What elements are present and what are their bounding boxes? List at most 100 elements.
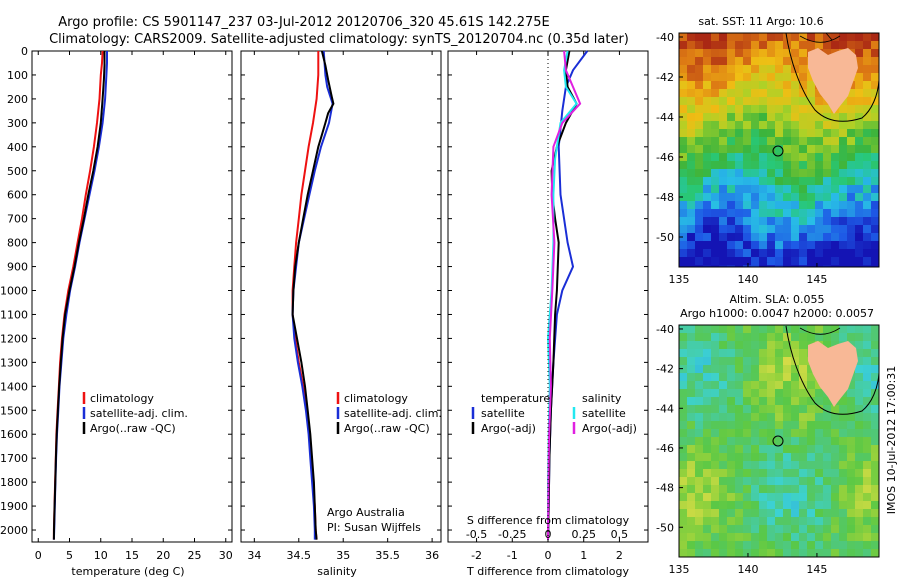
field-cell (695, 525, 704, 534)
field-cell (871, 541, 879, 550)
field-cell (839, 469, 848, 478)
field-cell (695, 397, 704, 406)
field-cell (863, 333, 872, 342)
field-cell (759, 445, 768, 454)
field-cell (751, 65, 760, 74)
field-cell (839, 217, 848, 226)
field-cell (815, 461, 824, 470)
field-cell (719, 121, 728, 130)
field-cell (751, 241, 760, 250)
field-cell (807, 137, 816, 146)
field-cell (815, 113, 824, 122)
field-cell (687, 65, 696, 74)
field-cell (719, 73, 728, 82)
lat-tick-label: -48 (656, 191, 674, 204)
field-cell (687, 105, 696, 114)
field-cell (695, 41, 704, 50)
field-cell (711, 241, 720, 250)
field-cell (687, 341, 696, 350)
field-cell (743, 121, 752, 130)
field-cell (743, 225, 752, 234)
field-cell (743, 549, 752, 557)
field-cell (735, 121, 744, 130)
field-cell (719, 33, 728, 42)
field-cell (839, 493, 848, 502)
field-cell (815, 325, 824, 334)
field-cell (735, 169, 744, 178)
field-cell (679, 113, 688, 122)
field-cell (767, 97, 776, 106)
field-cell (871, 485, 879, 494)
field-cell (823, 225, 832, 234)
field-cell (695, 405, 704, 414)
field-cell (695, 357, 704, 366)
field-cell (735, 325, 744, 334)
field-cell (695, 161, 704, 170)
field-cell (807, 405, 816, 414)
field-cell (815, 169, 824, 178)
field-cell (695, 33, 704, 42)
field-cell (783, 49, 792, 58)
field-cell (839, 501, 848, 510)
sst-field (679, 33, 879, 267)
x-tick-label: 34 (247, 549, 261, 562)
field-cell (855, 49, 864, 58)
depth-tick-label: 1200 (0, 332, 28, 345)
field-cell (727, 113, 736, 122)
field-cell (743, 461, 752, 470)
field-cell (863, 517, 872, 526)
field-cell (863, 493, 872, 502)
lat-tick-label: -46 (656, 151, 674, 164)
field-cell (687, 405, 696, 414)
field-cell (703, 185, 712, 194)
field-cell (799, 349, 808, 358)
field-cell (855, 397, 864, 406)
field-cell (711, 485, 720, 494)
field-cell (783, 193, 792, 202)
field-cell (783, 161, 792, 170)
field-cell (791, 333, 800, 342)
imos-timestamp: IMOS 10-Jul-2012 17:00:31 (885, 366, 898, 515)
field-cell (839, 509, 848, 518)
field-cell (871, 373, 879, 382)
field-cell (783, 169, 792, 178)
field-cell (791, 453, 800, 462)
field-cell (727, 233, 736, 242)
field-cell (727, 201, 736, 210)
field-cell (679, 501, 688, 510)
field-cell (847, 333, 856, 342)
field-cell (791, 201, 800, 210)
sla-map-title-line1: Altim. SLA: 0.055 (729, 293, 824, 306)
field-cell (687, 113, 696, 122)
field-cell (807, 325, 816, 334)
field-cell (727, 341, 736, 350)
series-line-climatology (291, 51, 320, 540)
lat-tick-label: -50 (656, 231, 674, 244)
field-cell (863, 169, 872, 178)
field-cell (775, 445, 784, 454)
field-cell (727, 333, 736, 342)
field-cell (751, 469, 760, 478)
field-cell (871, 365, 879, 374)
field-cell (807, 41, 816, 50)
field-cell (823, 517, 832, 526)
field-cell (727, 453, 736, 462)
field-cell (799, 493, 808, 502)
field-cell (695, 389, 704, 398)
field-cell (687, 201, 696, 210)
field-cell (703, 477, 712, 486)
field-cell (807, 129, 816, 138)
field-cell (687, 357, 696, 366)
legend-label-satellite: satellite-adj. clim. (90, 407, 188, 420)
field-cell (815, 185, 824, 194)
field-cell (807, 469, 816, 478)
field-cell (767, 57, 776, 66)
field-cell (839, 41, 848, 50)
lon-tick-label: 140 (737, 273, 758, 286)
field-cell (775, 389, 784, 398)
field-cell (679, 533, 688, 542)
field-cell (735, 89, 744, 98)
field-cell (799, 57, 808, 66)
field-cell (695, 341, 704, 350)
field-cell (871, 129, 879, 138)
